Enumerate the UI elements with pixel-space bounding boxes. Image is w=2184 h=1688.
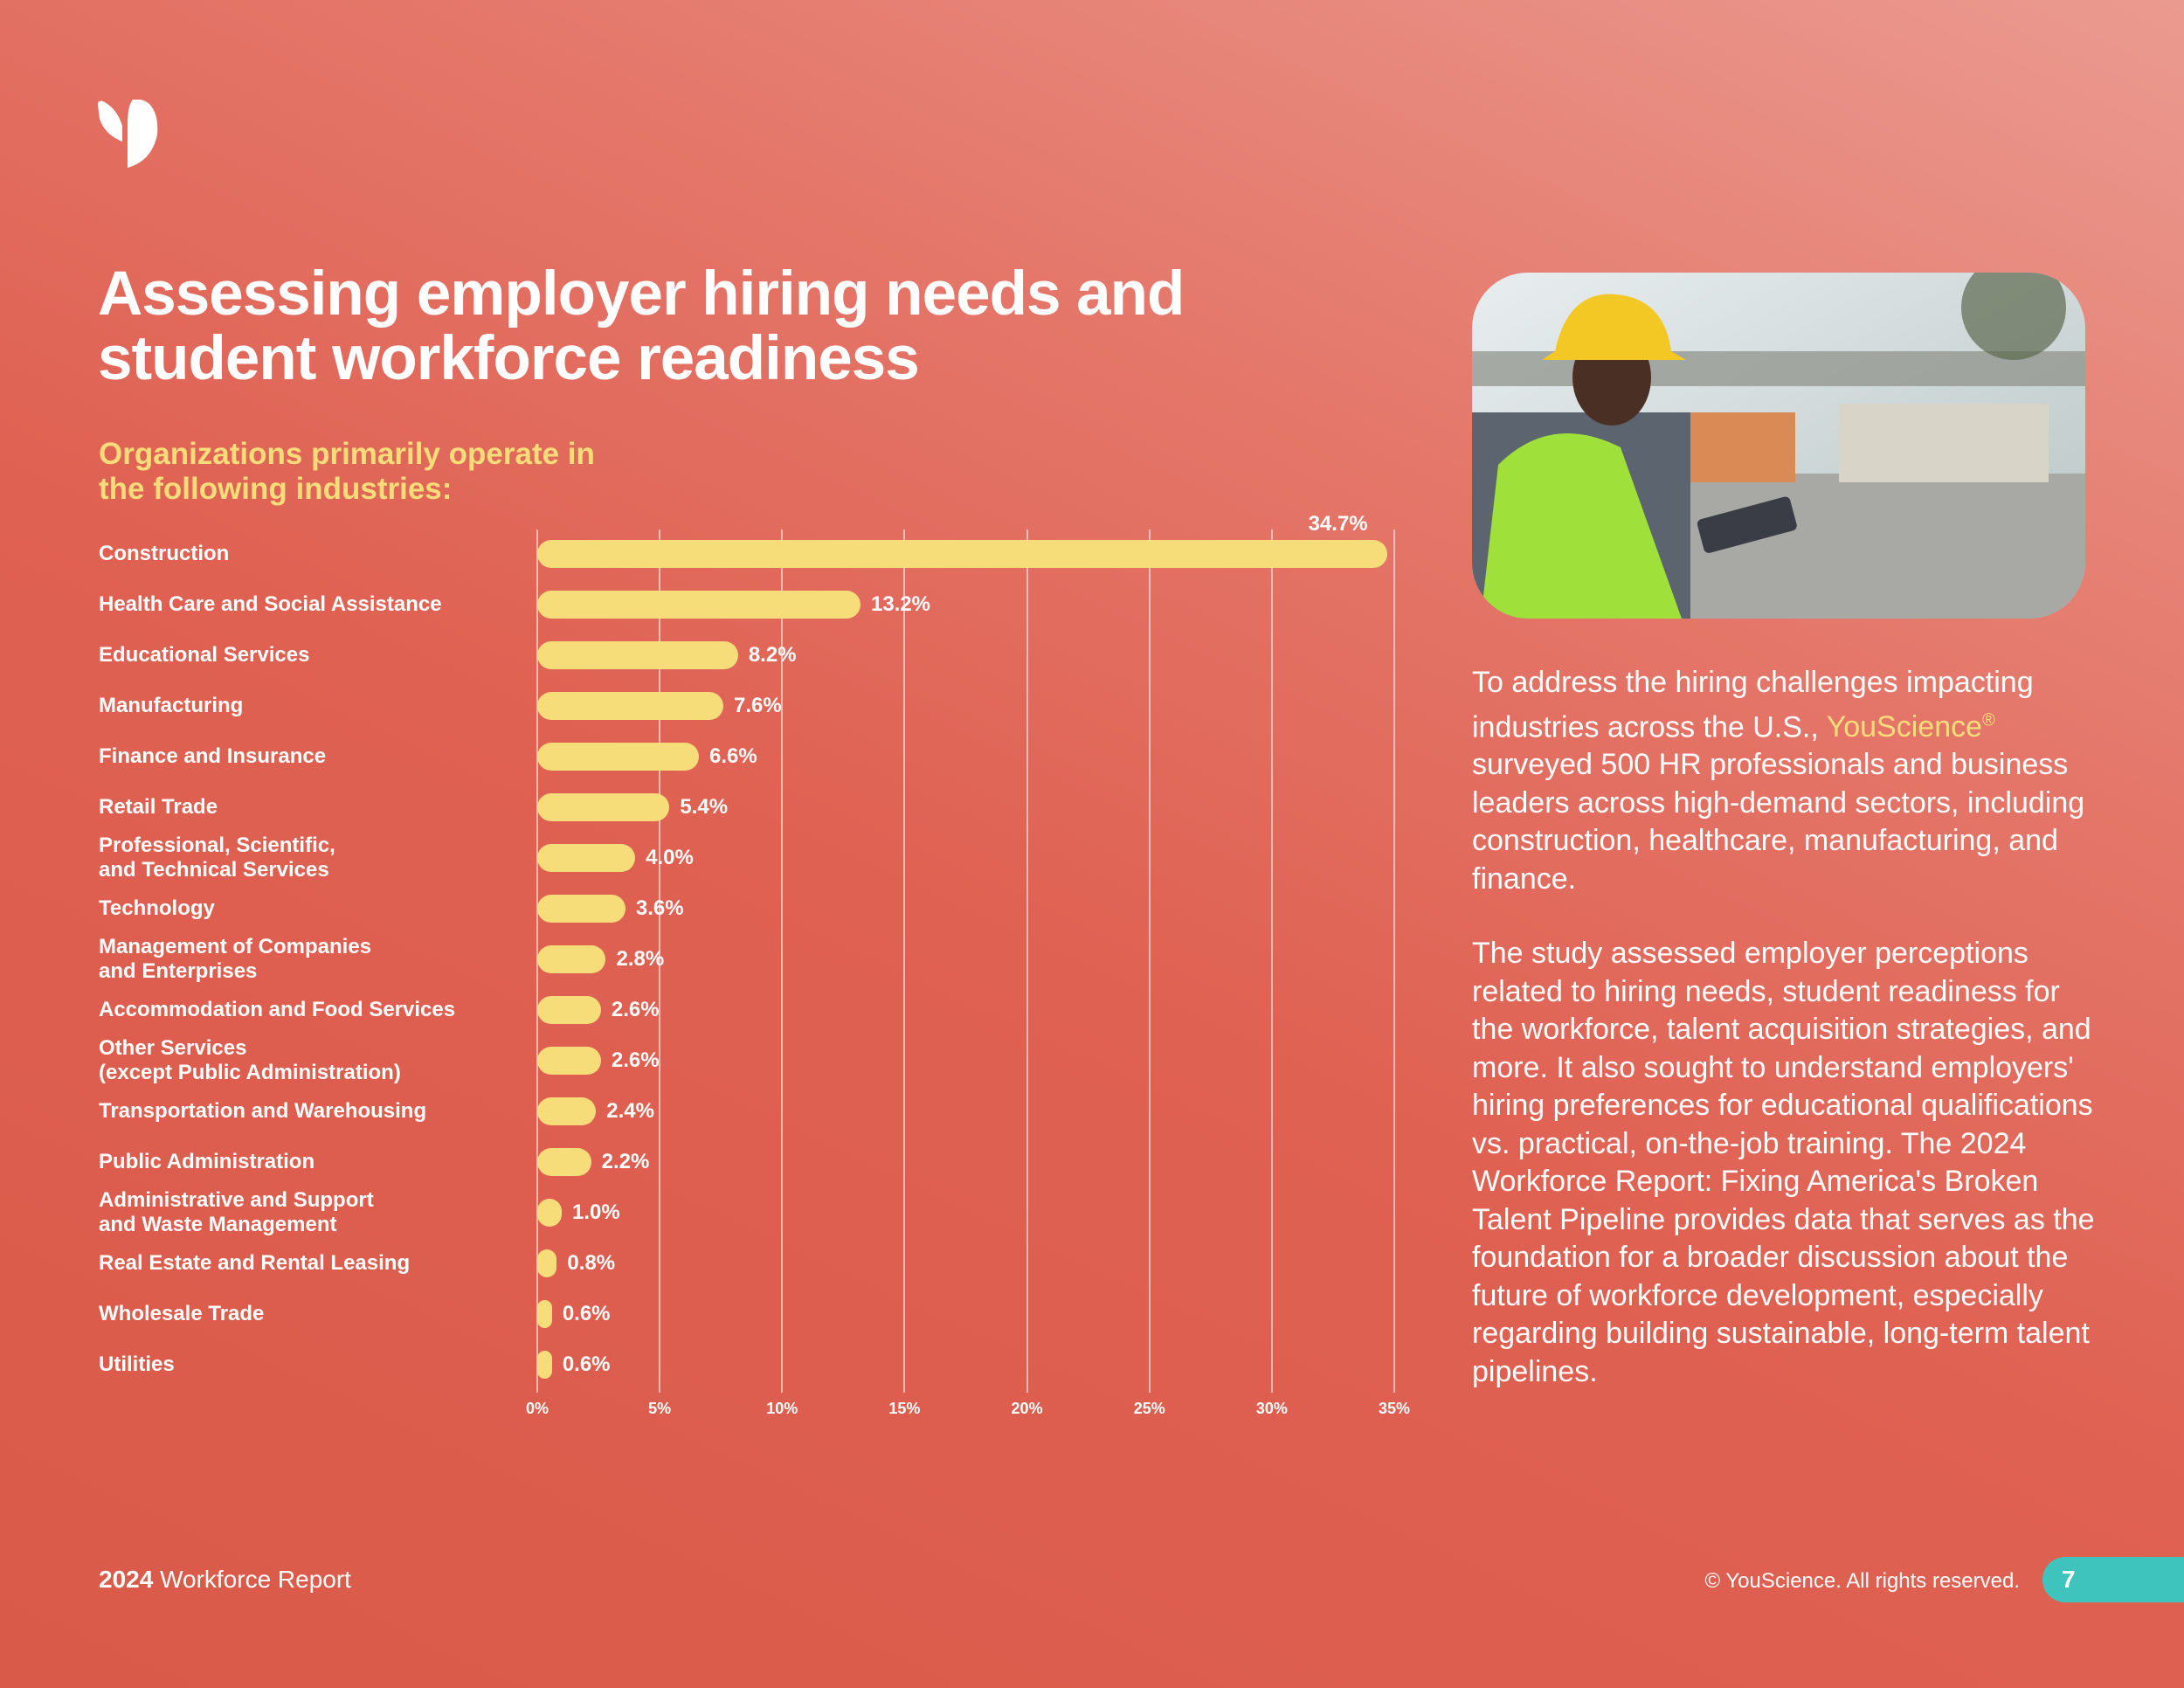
- bar: [537, 641, 738, 669]
- category-label: Other Services (except Public Administra…: [99, 1036, 401, 1084]
- category-label: Wholesale Trade: [99, 1302, 265, 1325]
- value-label: 2.8%: [616, 947, 665, 971]
- x-tick-label: 35%: [1378, 1400, 1411, 1417]
- page-title: Assessing employer hiring needs and stud…: [98, 259, 1185, 393]
- category-label: Educational Services: [99, 643, 310, 667]
- category-label: Administrative and Support and Waste Man…: [99, 1188, 374, 1236]
- bar: [537, 945, 606, 973]
- value-label: 2.6%: [611, 998, 660, 1021]
- x-tick-label: 25%: [1133, 1400, 1165, 1417]
- logo: [98, 100, 158, 168]
- category-label: Public Administration: [99, 1150, 315, 1173]
- value-label: 7.6%: [734, 694, 782, 717]
- bar: [537, 743, 699, 771]
- bar: [537, 996, 601, 1024]
- footer-report: 2024 Workforce Report: [99, 1566, 351, 1594]
- bar: [537, 895, 625, 923]
- page-number: 7: [2062, 1566, 2076, 1593]
- bar: [537, 692, 724, 720]
- value-label: 6.6%: [708, 744, 757, 768]
- paragraph: To address the hiring challenges impacti…: [1472, 664, 2101, 898]
- value-label: 13.2%: [870, 592, 931, 616]
- value-label: 3.6%: [635, 896, 684, 920]
- category-label: Accommodation and Food Services: [99, 998, 456, 1021]
- footer-report-name: Workforce Report: [160, 1566, 351, 1593]
- value-label: 2.4%: [606, 1099, 654, 1123]
- bar: [537, 1351, 552, 1379]
- chart: 0% 5% 10% 15% 20% 25% 30% 35% Construction 34.7% H…: [99, 512, 1411, 1417]
- grid-line: [781, 529, 784, 1393]
- brand-mark: ®: [1982, 710, 1995, 730]
- bar: [537, 591, 860, 619]
- chart-title: Organizations primarily operate in the f…: [99, 437, 595, 506]
- category-label: Utilities: [99, 1352, 175, 1376]
- x-tick-label: 20%: [1011, 1400, 1043, 1417]
- category-label: Manufacturing: [99, 694, 244, 717]
- text: surveyed 500 HR professionals and busine…: [1472, 748, 2085, 896]
- bar: [537, 1047, 601, 1075]
- bar: [537, 540, 1387, 568]
- value-label: 5.4%: [680, 795, 729, 819]
- grid-line: [903, 529, 906, 1393]
- grid-line: [1026, 529, 1028, 1393]
- photo: [1472, 273, 2085, 619]
- category-label: Technology: [99, 896, 215, 920]
- category-label: Professional, Scientific, and Technical …: [99, 834, 335, 882]
- bar: [537, 1249, 557, 1277]
- value-label: 34.7%: [1308, 512, 1368, 536]
- brand: YouScience®: [1827, 710, 1995, 744]
- grid-line: [659, 529, 661, 1393]
- x-tick-label: 30%: [1255, 1400, 1288, 1417]
- category-label: Health Care and Social Assistance: [99, 592, 442, 616]
- text: To address the hiring challenges impacti…: [1472, 666, 2034, 744]
- bar: [537, 1148, 591, 1176]
- value-label: 2.6%: [611, 1048, 660, 1072]
- value-label: 4.0%: [646, 846, 694, 869]
- x-tick-label: 5%: [648, 1400, 672, 1417]
- category-label: Real Estate and Rental Leasing: [99, 1251, 411, 1275]
- category-label: Management of Companies and Enterprises: [99, 935, 372, 983]
- bar: [537, 1199, 563, 1227]
- x-tick-label: 0%: [525, 1400, 549, 1417]
- value-label: 2.2%: [601, 1150, 650, 1173]
- value-label: 0.6%: [562, 1352, 611, 1376]
- category-label: Construction: [99, 542, 230, 565]
- body-text: To address the hiring challenges impacti…: [1472, 664, 2101, 1428]
- grid-line: [1148, 529, 1151, 1393]
- value-label: 1.0%: [572, 1200, 620, 1224]
- page-tab: [2042, 1557, 2184, 1602]
- x-tick-label: 10%: [766, 1400, 798, 1417]
- x-tick-label: 15%: [888, 1400, 921, 1417]
- footer-year: 2024: [99, 1566, 154, 1593]
- grid-line: [1393, 529, 1395, 1393]
- grid-line: [1270, 529, 1273, 1393]
- brand-name: YouScience: [1826, 709, 1983, 744]
- footer-copyright: © YouScience. All rights reserved.: [1704, 1569, 2020, 1593]
- bar: [537, 1097, 597, 1125]
- value-label: 8.2%: [748, 643, 797, 667]
- value-label: 0.8%: [567, 1251, 616, 1275]
- bar: [537, 1300, 552, 1328]
- bar: [537, 793, 670, 821]
- bar: [537, 844, 636, 872]
- category-label: Finance and Insurance: [99, 744, 327, 768]
- category-label: Retail Trade: [99, 795, 218, 819]
- category-label: Transportation and Warehousing: [99, 1099, 427, 1123]
- paragraph: The study assessed employer perceptions …: [1472, 937, 2095, 1388]
- value-label: 0.6%: [562, 1302, 611, 1325]
